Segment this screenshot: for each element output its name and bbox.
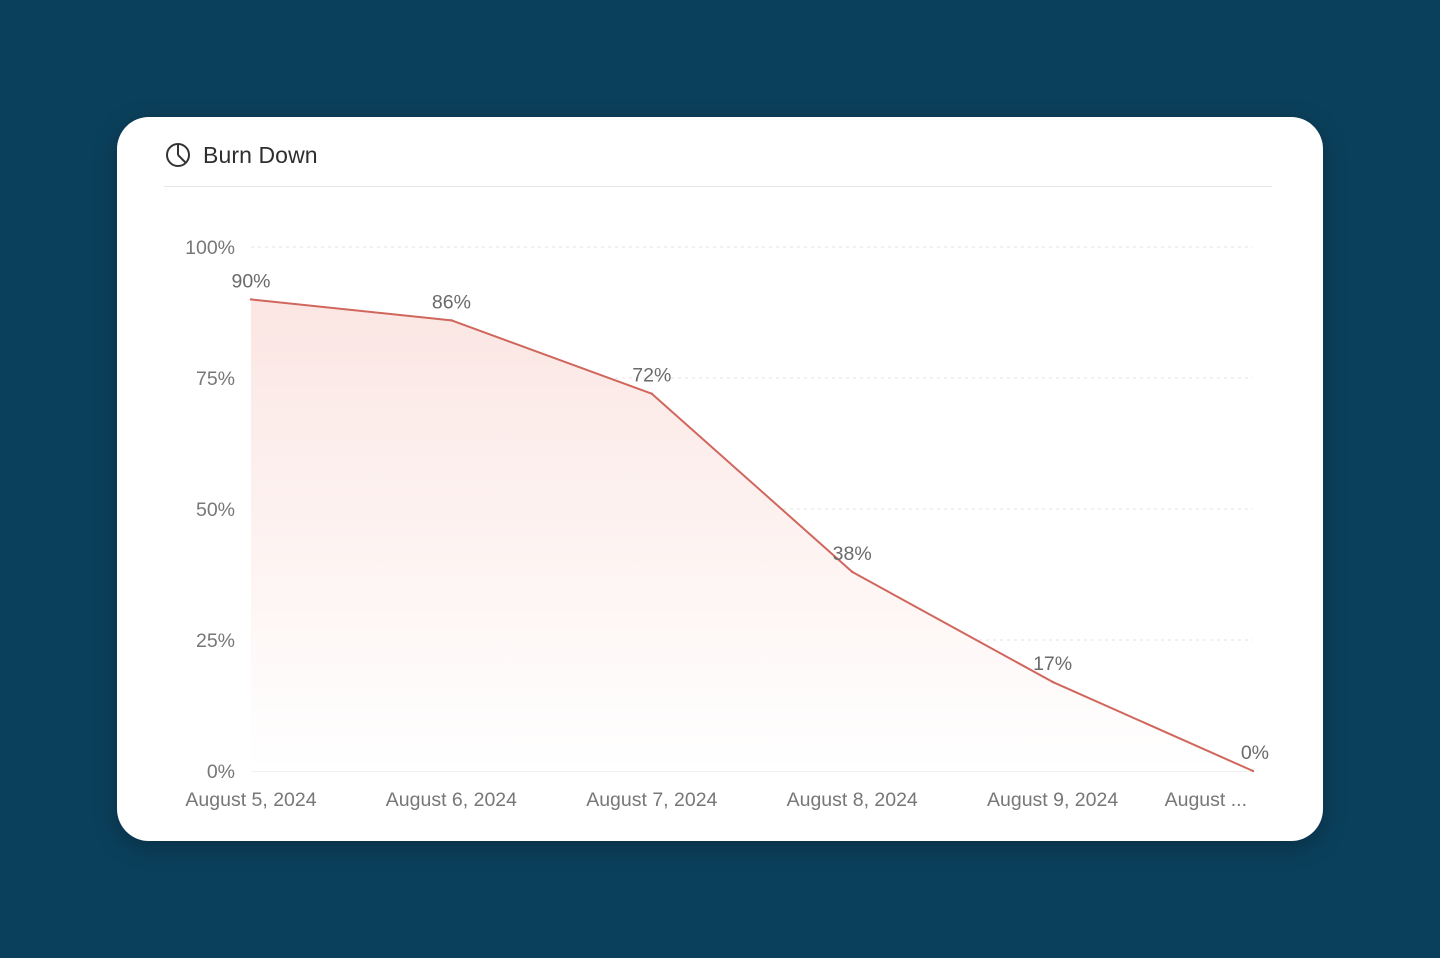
area-layer [251, 299, 1253, 771]
x-tick-label: August 5, 2024 [185, 789, 316, 811]
x-axis-ticks: August 5, 2024 August 6, 2024 August 7, 20… [185, 789, 1247, 811]
y-tick-label: 50% [196, 499, 235, 521]
data-label: 86% [432, 291, 471, 313]
x-tick-label: August 7, 2024 [586, 789, 717, 811]
header-divider [164, 186, 1272, 187]
y-axis-ticks: 0% 25% 50% 75% 100% [185, 237, 235, 783]
data-point [650, 392, 653, 395]
series-area [251, 299, 1253, 771]
data-point [1251, 769, 1255, 773]
x-tick-label: August ... [1165, 789, 1247, 811]
burn-down-chart: 0% 25% 50% 75% 100% August 5, 2024 August 6, … [185, 237, 1269, 811]
y-tick-label: 0% [207, 761, 235, 783]
card-header: Burn Down [165, 137, 318, 173]
series-line-layer [249, 298, 1255, 773]
data-label: 72% [632, 365, 671, 387]
card-title: Burn Down [203, 141, 318, 168]
y-tick-label: 100% [185, 237, 235, 259]
burn-down-card: Burn Down 0% 25% 50% 75% 100% August 5, 2024… [117, 117, 1323, 841]
series-line [250, 298, 1254, 772]
x-tick-label: August 9, 2024 [987, 789, 1118, 811]
data-point [851, 570, 854, 574]
pie-chart-icon [165, 142, 191, 168]
y-tick-label: 75% [196, 368, 235, 390]
x-tick-label: August 8, 2024 [787, 789, 918, 811]
y-tick-label: 25% [196, 630, 235, 652]
data-label: 17% [1033, 653, 1072, 675]
data-label: 38% [833, 543, 872, 565]
data-label: 0% [1241, 742, 1269, 764]
data-point [249, 298, 253, 301]
data-label: 90% [231, 270, 270, 292]
x-tick-label: August 6, 2024 [386, 789, 517, 811]
data-labels: 90% 86% 72% 38% 17% 0% [231, 270, 1269, 764]
data-point [1051, 680, 1054, 684]
data-point [450, 319, 453, 322]
